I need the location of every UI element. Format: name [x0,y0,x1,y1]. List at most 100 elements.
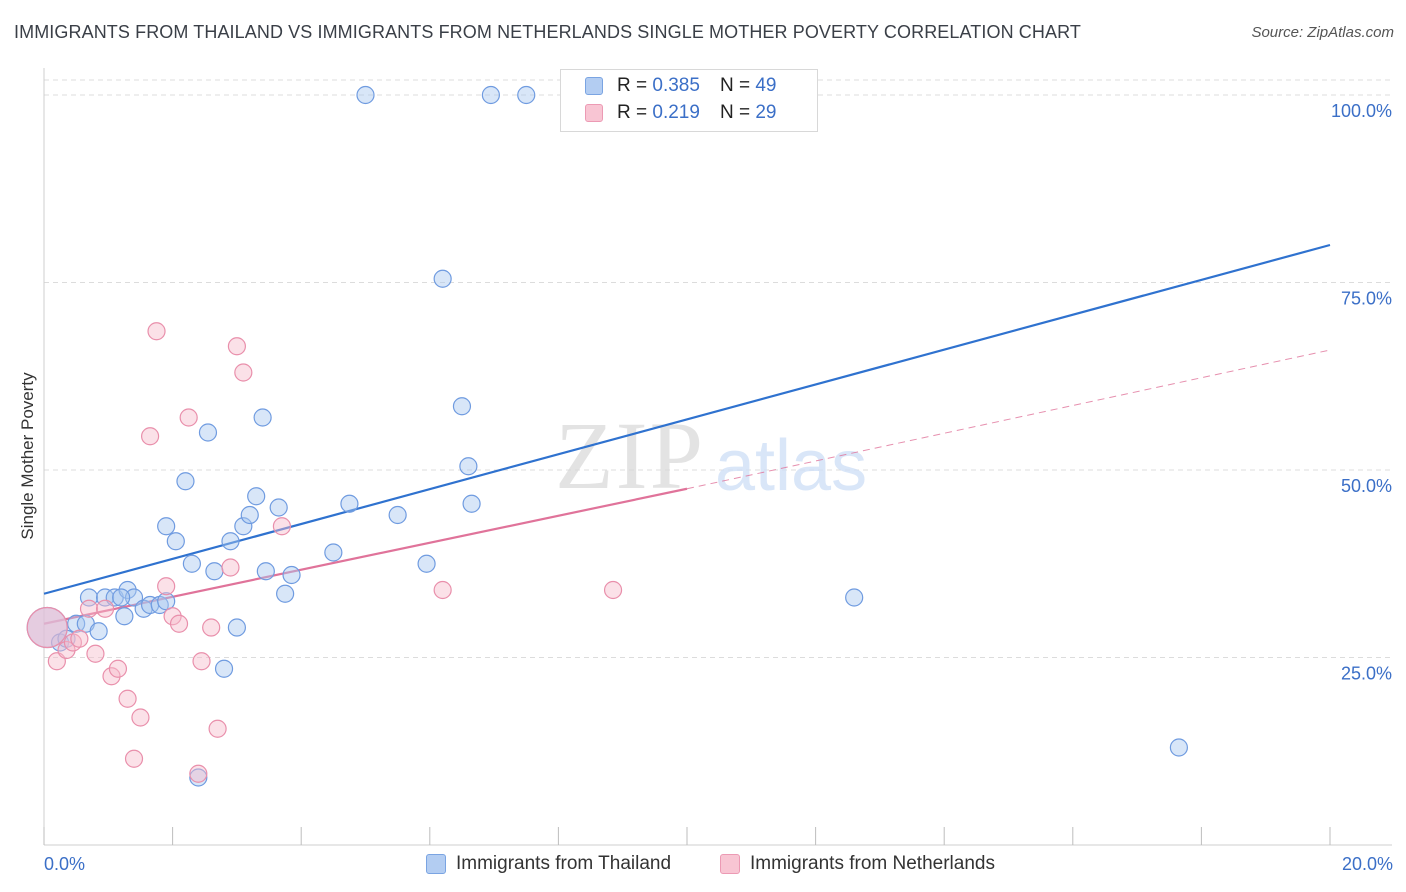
netherlands-point-5 [79,599,99,618]
thailand-point-5 [89,622,108,641]
thailand-r-label: R = [617,75,648,96]
thailand-point-31 [276,584,295,603]
netherlands-point-2 [57,640,76,660]
netherlands-point-17 [169,614,189,633]
netherlands-point-27 [433,580,452,600]
thailand-point-30 [269,498,288,517]
thailand-point-25 [234,517,253,536]
legend-row-netherlands: R = 0.219 N = 29 [585,101,776,125]
netherlands-trend-extension [686,349,1331,490]
netherlands-point-6 [86,644,105,663]
netherlands-point-15 [157,577,176,596]
thailand-point-16 [157,517,176,536]
watermark: ZIP atlas [555,402,867,509]
thailand-point-23 [221,532,240,551]
thailand-point-34 [340,494,359,513]
y-tick-label-25: 25.0% [1341,664,1392,684]
y-axis-title: Single Mother Poverty [18,372,37,540]
thailand-point-43 [517,85,536,105]
thailand-point-46 [1169,738,1188,757]
thailand-point-9 [115,607,134,626]
netherlands-point-13 [140,427,160,446]
netherlands-point-26 [272,517,292,536]
thailand-swatch [585,77,603,95]
netherlands-point-8 [102,667,121,686]
thailand-point-32 [282,565,301,585]
netherlands-point-25 [234,363,253,382]
data-points [26,85,1188,787]
thailand-n-label: N = [719,75,751,96]
netherlands-point-0 [26,606,68,649]
netherlands-point-23 [221,558,240,577]
netherlands-point-24 [227,337,246,356]
thailand-point-28 [253,408,272,427]
netherlands-point-28 [603,580,623,600]
thailand-point-24 [227,618,246,637]
legend-row-thailand: R = 0.385 N = 49 [585,74,776,98]
thailand-point-26 [240,505,259,525]
netherlands-trend-line [43,487,688,625]
watermark-zip: ZIP [555,402,705,509]
netherlands-r-label: R = [617,102,648,123]
thailand-n-value: 49 [755,75,777,96]
netherlands-point-12 [131,708,150,727]
thailand-point-38 [433,269,452,288]
netherlands-point-22 [208,719,227,738]
thailand-point-22 [214,659,234,678]
netherlands-point-7 [95,599,115,618]
thailand-point-10 [118,580,137,600]
thailand-point-3 [67,614,86,633]
thailand-point-36 [388,505,407,525]
bottom-thailand-label: Immigrants from Thailand [456,853,672,874]
netherlands-point-10 [118,689,137,708]
bottom-thailand-swatch [426,854,446,874]
stats-legend: R = 0.385 N = 49 R = 0.219 N = 29 [560,69,818,132]
netherlands-point-11 [124,749,144,768]
netherlands-point-9 [108,659,128,678]
thailand-trend-line [43,243,1331,595]
thailand-point-40 [459,457,478,476]
thailand-point-15 [157,592,176,611]
netherlands-n-value: 29 [755,102,777,123]
bottom-netherlands-swatch [720,854,740,874]
thailand-point-20 [198,423,218,442]
thailand-point-19 [182,554,201,573]
netherlands-point-21 [202,618,221,637]
thailand-point-42 [481,85,500,105]
thailand-r-value: 0.385 [652,75,700,96]
netherlands-point-20 [192,652,211,671]
thailand-point-37 [417,554,436,573]
bottom-legend-thailand: Immigrants from Thailand [426,851,671,877]
watermark-atlas: atlas [715,426,867,506]
thailand-point-41 [462,494,481,513]
chart-title: IMMIGRANTS FROM THAILAND VS IMMIGRANTS F… [14,22,1081,42]
thailand-point-29 [256,562,275,581]
thailand-point-35 [356,85,375,105]
x-tick-label-max: 20.0% [1342,854,1393,874]
thailand-point-39 [452,397,472,416]
x-tick-label-min: 0.0% [44,854,85,874]
netherlands-n-label: N = [719,102,751,123]
netherlands-point-19 [189,764,208,783]
netherlands-point-16 [163,607,182,626]
axes [43,68,1392,846]
netherlands-point-18 [179,408,198,427]
netherlands-point-4 [70,629,89,648]
y-tick-label-75: 75.0% [1341,289,1392,309]
netherlands-r-value: 0.219 [652,102,700,123]
thailand-point-18 [176,472,195,491]
thailand-point-17 [166,532,185,551]
thailand-point-45 [845,588,864,607]
thailand-point-48 [112,588,131,607]
y-tick-label-100: 100.0% [1331,101,1392,121]
trend-lines [43,243,1331,625]
thailand-point-33 [324,543,343,562]
netherlands-swatch [585,104,603,122]
tick-labels: 25.0% 50.0% 75.0% 100.0% 0.0% 20.0% [44,101,1393,874]
bottom-netherlands-label: Immigrants from Netherlands [750,853,995,874]
source-credit: Source: ZipAtlas.com [1251,24,1394,41]
netherlands-point-14 [147,322,166,341]
y-tick-label-50: 50.0% [1341,476,1392,496]
thailand-point-27 [247,487,266,506]
